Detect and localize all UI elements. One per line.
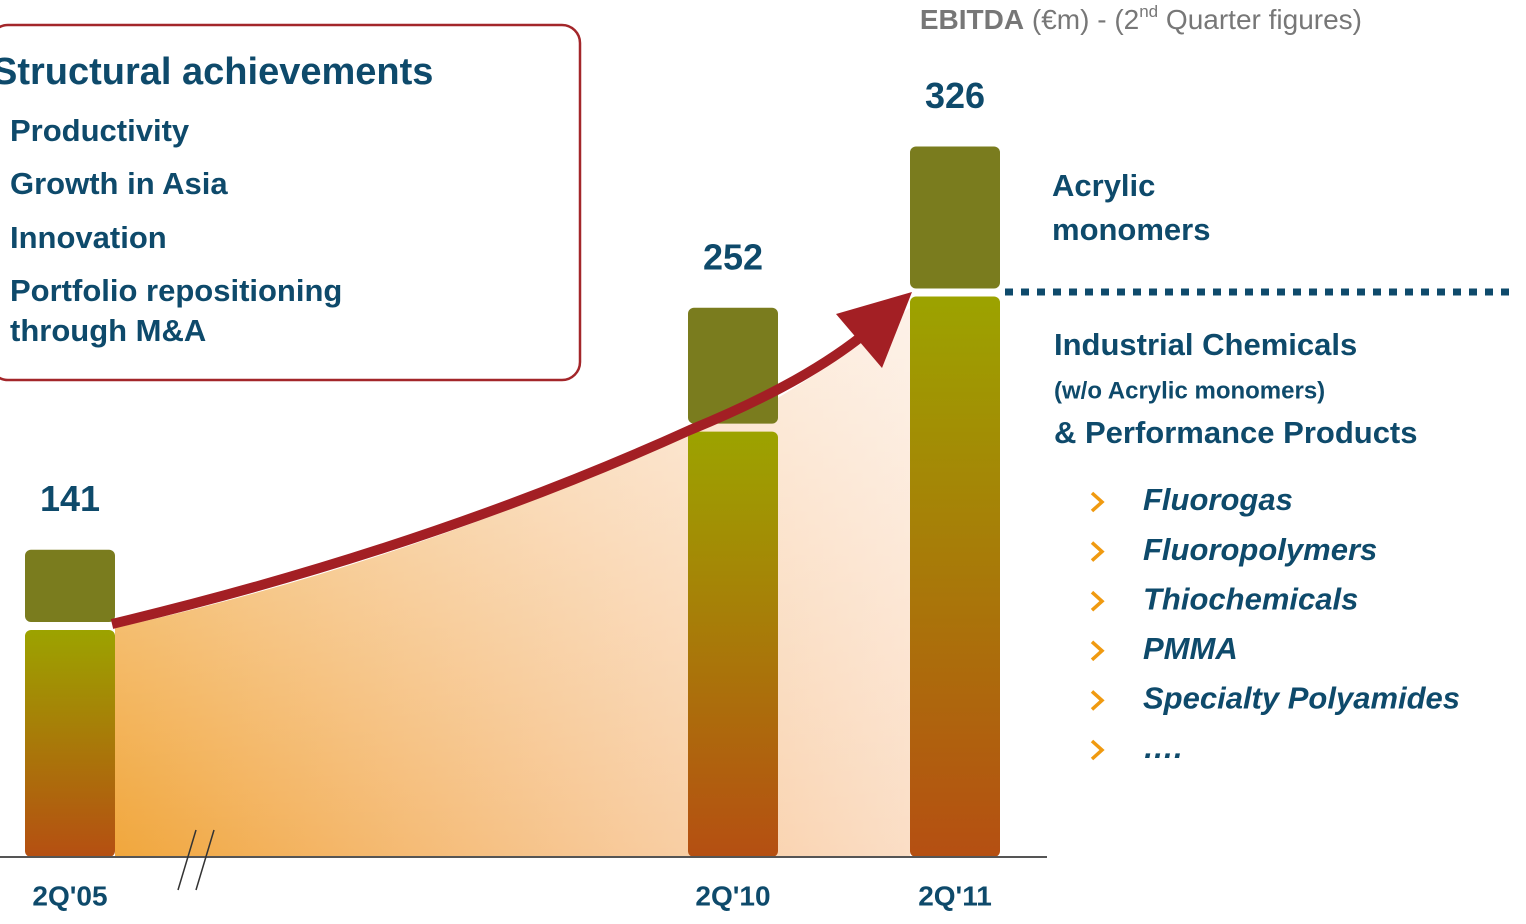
achievements-box — [0, 23, 582, 382]
series-label: & Performance Products — [1054, 415, 1418, 450]
box-item: Growth in Asia — [10, 166, 228, 201]
series-label: (w/o Acrylic monomers) — [1054, 377, 1325, 404]
bullet — [1090, 491, 1105, 513]
bullet — [1090, 541, 1105, 562]
axis-break — [195, 829, 215, 891]
box-title: Structural achievements — [0, 51, 433, 93]
growth-area-shade — [115, 308, 910, 857]
chart-title: EBITDA (€m) - (2nd Quarter figures) — [920, 2, 1362, 35]
bullet — [1090, 590, 1105, 612]
product-item: Specialty Polyamides — [1143, 681, 1460, 716]
bar-segment — [25, 629, 115, 857]
bullet — [1090, 739, 1105, 761]
series-label: Acrylic — [1052, 168, 1155, 203]
box-item: Productivity — [10, 113, 190, 148]
total-label: 252 — [703, 236, 763, 277]
x-tick-label: 2Q'10 — [695, 880, 770, 911]
bar-segment — [688, 431, 778, 857]
product-item: PMMA — [1143, 631, 1238, 666]
growth-arrow — [110, 332, 866, 629]
series-label: monomers — [1052, 212, 1210, 247]
total-label: 326 — [925, 75, 985, 116]
product-item: …. — [1143, 730, 1183, 765]
bar-segment — [688, 307, 778, 424]
bullet — [1090, 690, 1105, 711]
title-part: (€m) - (2 — [1024, 4, 1139, 35]
box-item: Portfolio repositioning — [10, 273, 342, 308]
series-label: Industrial Chemicals — [1054, 327, 1357, 362]
box-item: Innovation — [10, 220, 167, 255]
x-tick-label: 2Q'11 — [918, 880, 992, 911]
bullet — [1090, 640, 1105, 662]
bar-segment — [910, 146, 1000, 289]
box-item: through M&A — [10, 313, 206, 348]
arrow-head — [836, 292, 912, 368]
title-part: Quarter figures) — [1158, 4, 1362, 35]
title-part: nd — [1139, 2, 1158, 21]
product-item: Thiochemicals — [1143, 581, 1358, 616]
axis-break — [177, 829, 197, 891]
total-label: 141 — [40, 478, 100, 519]
product-item: Fluorogas — [1143, 482, 1293, 517]
bar-segment — [25, 549, 115, 622]
bar-segment — [910, 296, 1000, 857]
x-tick-label: 2Q'05 — [32, 880, 107, 911]
product-item: Fluoropolymers — [1143, 532, 1377, 567]
title-part: EBITDA — [920, 4, 1024, 35]
